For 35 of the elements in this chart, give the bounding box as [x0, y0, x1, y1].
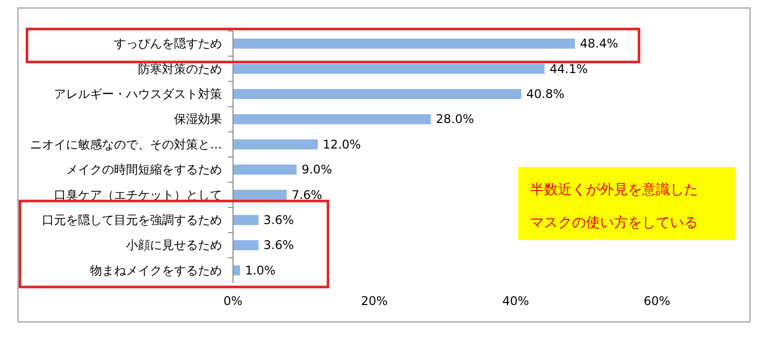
data-label: 3.6%	[263, 238, 294, 252]
data-label: 44.1%	[550, 62, 588, 76]
annotation: 半数近くが外見を意識した	[530, 182, 698, 198]
annotation: マスクの使い方をしている	[530, 215, 698, 231]
bar	[233, 164, 297, 175]
data-label: 9.0%	[302, 162, 332, 177]
bar	[233, 139, 318, 150]
bar	[233, 88, 522, 100]
data-label: 7.6%	[292, 188, 322, 202]
y-tick-label: ニオイに敏感なので、その対策と…	[30, 137, 222, 152]
data-label: 40.8%	[526, 87, 564, 101]
bar	[233, 240, 258, 250]
bar	[233, 114, 431, 124]
y-tick-label: 物まねメイクをするため	[90, 263, 222, 278]
x-tick-label: 0%	[223, 294, 243, 308]
y-tick-label: 防寒対策のため	[138, 62, 222, 76]
data-label: 28.0%	[436, 112, 474, 126]
x-tick-label: 40%	[502, 294, 530, 308]
data-label: 12.0%	[322, 137, 361, 152]
data-label: 48.4%	[580, 36, 618, 51]
y-tick-label: メイクの時間短縮をするため	[66, 162, 222, 177]
y-tick-label: 口元を隠して目元を強調するため	[42, 213, 222, 227]
x-tick-label: 60%	[644, 294, 670, 308]
bar	[233, 64, 545, 74]
bar	[233, 214, 258, 226]
y-tick-label: すっぴんを隠すため	[114, 36, 222, 51]
data-label: 3.6%	[263, 213, 294, 227]
bar	[233, 265, 240, 276]
bar	[233, 38, 576, 49]
y-tick-label: アレルギー・ハウスダスト対策	[54, 87, 222, 101]
y-tick-label: 保湿効果	[174, 112, 222, 126]
bar	[233, 190, 287, 200]
y-tick-label: 小顔に見せるため	[126, 238, 222, 252]
x-tick-label: 20%	[360, 294, 388, 308]
data-label: 1.0%	[245, 263, 276, 278]
